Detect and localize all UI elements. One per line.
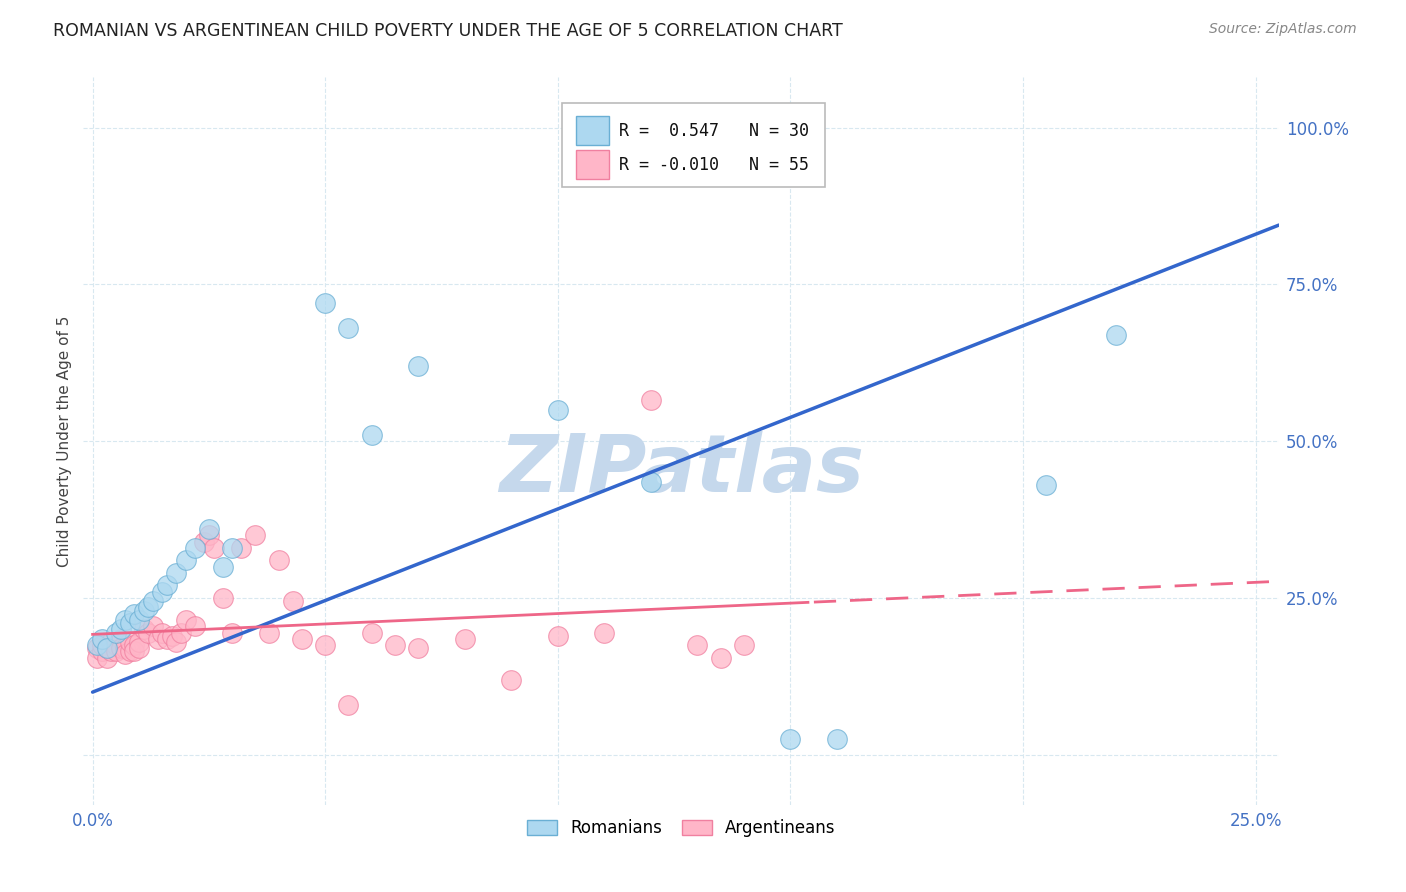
- Point: [128, 613, 150, 627]
- Point: [174, 613, 197, 627]
- Point: [710, 650, 733, 665]
- Point: [174, 553, 197, 567]
- Point: [160, 629, 183, 643]
- Y-axis label: Child Poverty Under the Age of 5: Child Poverty Under the Age of 5: [58, 316, 72, 567]
- Point: [779, 732, 801, 747]
- Point: [118, 644, 141, 658]
- Point: [360, 428, 382, 442]
- Point: [267, 553, 290, 567]
- Point: [124, 638, 146, 652]
- Point: [124, 644, 146, 658]
- Point: [337, 321, 360, 335]
- Legend: Romanians, Argentineans: Romanians, Argentineans: [520, 813, 842, 844]
- Point: [212, 591, 235, 605]
- Point: [314, 638, 336, 652]
- Point: [90, 638, 112, 652]
- Text: ROMANIAN VS ARGENTINEAN CHILD POVERTY UNDER THE AGE OF 5 CORRELATION CHART: ROMANIAN VS ARGENTINEAN CHILD POVERTY UN…: [53, 22, 844, 40]
- Point: [128, 635, 150, 649]
- Point: [96, 641, 118, 656]
- Point: [202, 541, 225, 555]
- Point: [193, 534, 215, 549]
- Point: [360, 625, 382, 640]
- Point: [114, 641, 136, 656]
- Point: [90, 632, 112, 646]
- Point: [198, 528, 221, 542]
- Point: [640, 393, 662, 408]
- Point: [124, 607, 146, 621]
- Point: [1035, 478, 1057, 492]
- Text: R =  0.547   N = 30: R = 0.547 N = 30: [619, 121, 808, 139]
- Point: [128, 641, 150, 656]
- Point: [142, 594, 165, 608]
- Text: ZIPatlas: ZIPatlas: [499, 432, 863, 509]
- Point: [221, 541, 243, 555]
- FancyBboxPatch shape: [561, 103, 824, 186]
- Point: [104, 625, 127, 640]
- Point: [150, 584, 173, 599]
- Point: [86, 641, 108, 656]
- Point: [291, 632, 314, 646]
- Point: [686, 638, 709, 652]
- Point: [110, 623, 132, 637]
- Point: [406, 359, 429, 373]
- Point: [118, 616, 141, 631]
- Point: [132, 603, 155, 617]
- Point: [156, 632, 179, 646]
- Point: [259, 625, 281, 640]
- Point: [96, 641, 118, 656]
- Text: R = -0.010   N = 55: R = -0.010 N = 55: [619, 156, 808, 174]
- Point: [104, 638, 127, 652]
- Point: [150, 625, 173, 640]
- Text: Source: ZipAtlas.com: Source: ZipAtlas.com: [1209, 22, 1357, 37]
- Point: [1105, 327, 1128, 342]
- Point: [110, 632, 132, 646]
- Point: [231, 541, 253, 555]
- Point: [501, 673, 523, 687]
- Point: [96, 650, 118, 665]
- Point: [156, 578, 179, 592]
- Point: [184, 619, 207, 633]
- Point: [132, 623, 155, 637]
- Point: [733, 638, 755, 652]
- Point: [86, 638, 108, 652]
- Point: [90, 644, 112, 658]
- Point: [245, 528, 267, 542]
- Point: [118, 635, 141, 649]
- Point: [384, 638, 406, 652]
- Point: [825, 732, 848, 747]
- Point: [454, 632, 477, 646]
- Point: [547, 629, 569, 643]
- Point: [165, 635, 187, 649]
- Point: [146, 632, 169, 646]
- Point: [138, 600, 160, 615]
- Point: [547, 402, 569, 417]
- Point: [281, 594, 304, 608]
- Point: [100, 644, 122, 658]
- FancyBboxPatch shape: [576, 116, 609, 145]
- Point: [170, 625, 193, 640]
- Point: [114, 648, 136, 662]
- Point: [138, 625, 160, 640]
- Point: [100, 635, 122, 649]
- Point: [406, 641, 429, 656]
- Point: [104, 644, 127, 658]
- Point: [640, 475, 662, 489]
- Point: [184, 541, 207, 555]
- FancyBboxPatch shape: [576, 150, 609, 179]
- Point: [221, 625, 243, 640]
- Point: [86, 650, 108, 665]
- Point: [110, 641, 132, 656]
- Point: [142, 619, 165, 633]
- Point: [337, 698, 360, 712]
- Point: [165, 566, 187, 580]
- Point: [593, 625, 616, 640]
- Point: [198, 522, 221, 536]
- Point: [314, 296, 336, 310]
- Point: [212, 559, 235, 574]
- Point: [114, 613, 136, 627]
